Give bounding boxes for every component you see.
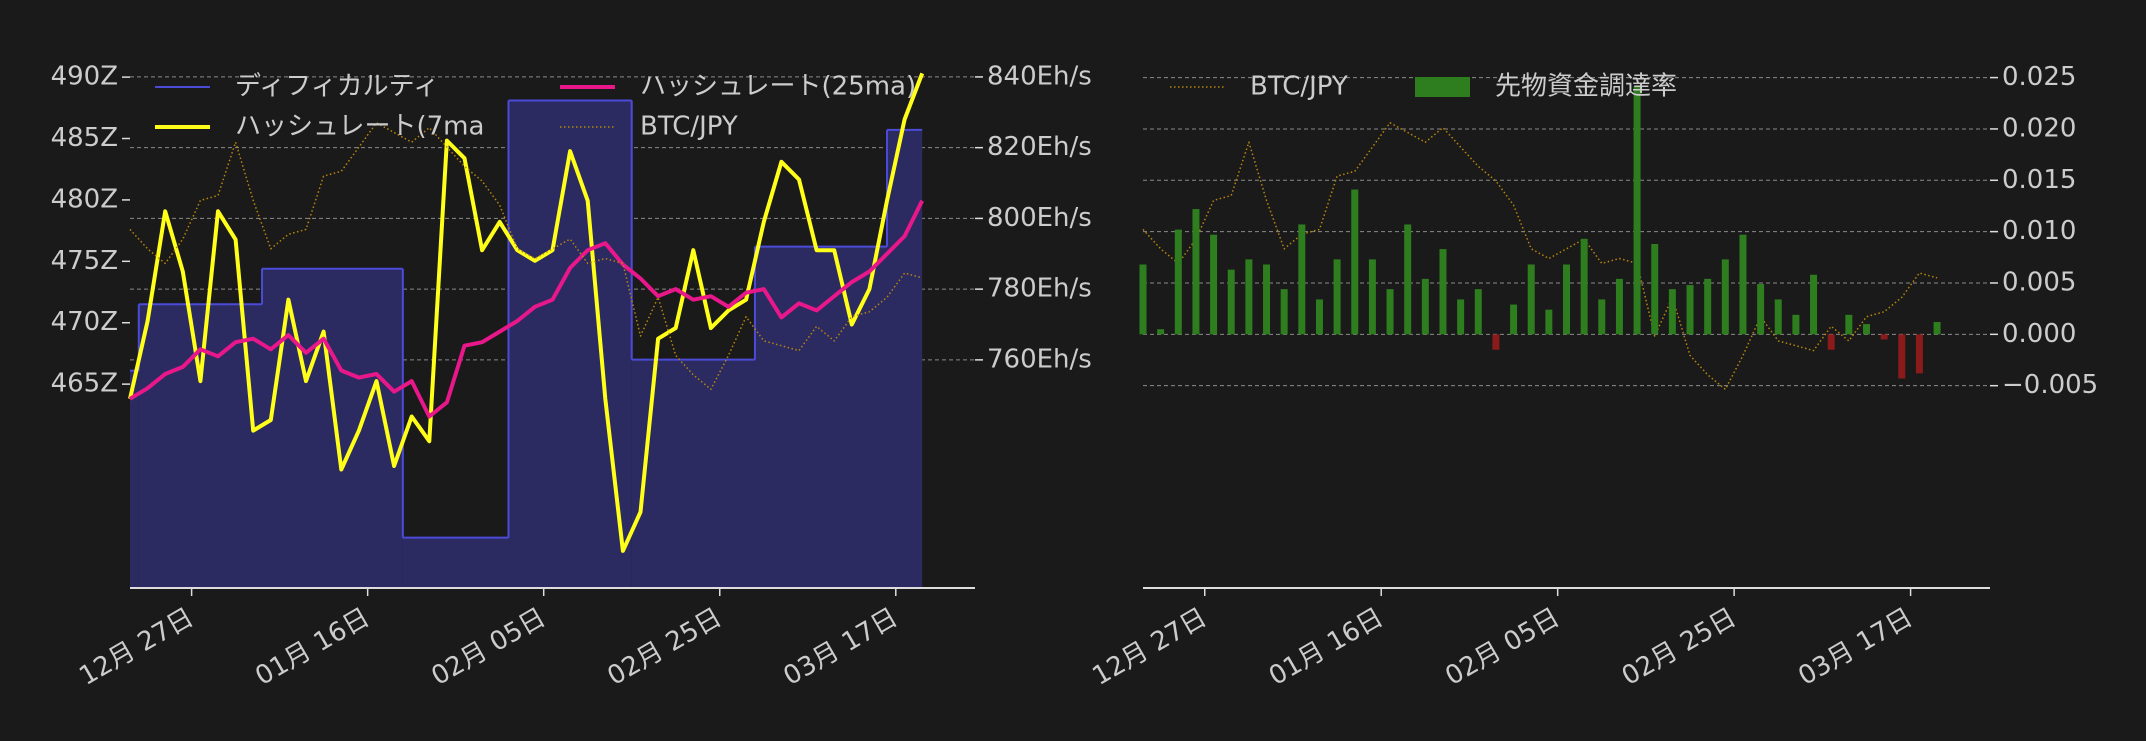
funding-bar	[1721, 259, 1729, 335]
funding-bar	[1704, 278, 1712, 335]
funding-bar	[1633, 86, 1641, 335]
funding-bar	[1792, 314, 1800, 335]
funding-bar	[1545, 309, 1553, 335]
funding-bar	[1245, 259, 1253, 335]
y-tick-label: 485Z	[51, 123, 118, 153]
funding-bar	[1210, 234, 1218, 335]
legend-label: ハッシュレート(25ma)	[640, 72, 916, 102]
funding-bar	[1368, 259, 1376, 335]
y-tick-label: 0.010	[2002, 216, 2076, 246]
difficulty-area	[886, 129, 923, 589]
difficulty-area	[508, 100, 632, 588]
legend-label: ハッシュレート(7ma	[235, 112, 484, 142]
funding-bar	[1474, 289, 1482, 335]
y-tick-label: 0.015	[2002, 165, 2076, 195]
funding-bar	[1668, 289, 1676, 335]
funding-bar	[1580, 238, 1588, 335]
y-tick-label: 490Z	[51, 62, 118, 92]
y-tick-label: 470Z	[51, 307, 118, 337]
funding-bar	[1404, 224, 1412, 335]
funding-bar	[1139, 264, 1147, 335]
funding-bar	[1457, 299, 1465, 335]
funding-bar	[1880, 334, 1888, 340]
funding-bar	[1157, 329, 1165, 335]
funding-bar	[1298, 224, 1306, 335]
difficulty-area	[631, 359, 755, 588]
legend-label: BTC/JPY	[640, 112, 738, 142]
funding-bar	[1315, 299, 1323, 335]
difficulty-area	[754, 246, 887, 588]
y-tick-label: 0.005	[2002, 267, 2076, 297]
funding-bar	[1651, 243, 1659, 335]
funding-bar	[1386, 289, 1394, 335]
funding-bar	[1510, 304, 1518, 335]
y-tick-label: 0.020	[2002, 113, 2076, 143]
legend-label: 先物資金調達率	[1495, 72, 1677, 102]
funding-bar	[1862, 324, 1870, 335]
legend-swatch	[1415, 77, 1470, 97]
y-tick-label: 780Eh/s	[987, 274, 1092, 304]
funding-bar	[1333, 259, 1341, 335]
difficulty-area	[262, 268, 403, 588]
funding-bar	[1933, 322, 1941, 335]
hashrate-line	[128, 199, 924, 419]
funding-bar	[1263, 264, 1271, 335]
funding-bar	[1845, 314, 1853, 335]
funding-bar	[1492, 334, 1500, 350]
funding-bar	[1810, 274, 1818, 335]
btc-line	[129, 122, 923, 391]
hashrate-line	[128, 72, 925, 553]
y-tick-label: 840Eh/s	[987, 61, 1092, 91]
funding-bar	[1739, 234, 1747, 335]
funding-bar	[1757, 284, 1765, 335]
y-tick-label: 800Eh/s	[987, 203, 1092, 233]
funding-bar	[1192, 209, 1200, 335]
funding-bar	[1351, 189, 1359, 335]
y-tick-label: 475Z	[51, 246, 118, 276]
legend-label: BTC/JPY	[1250, 72, 1348, 102]
y-tick-label: 760Eh/s	[987, 344, 1092, 374]
funding-bar	[1421, 278, 1429, 335]
y-tick-label: 820Eh/s	[987, 132, 1092, 162]
y-tick-label: 0.025	[2002, 62, 2076, 92]
funding-bar	[1615, 278, 1623, 335]
difficulty-area	[130, 370, 139, 588]
funding-bar	[1686, 285, 1694, 335]
funding-bar	[1439, 249, 1447, 335]
y-tick-label: −0.005	[2002, 370, 2098, 400]
funding-bar	[1174, 229, 1182, 335]
funding-bar	[1527, 264, 1535, 335]
funding-bar	[1563, 264, 1570, 335]
y-tick-label: 480Z	[51, 184, 118, 214]
legend-label: ディフィカルティ	[235, 72, 439, 102]
funding-bar	[1915, 334, 1923, 374]
funding-bar	[1227, 269, 1235, 335]
y-tick-label: 0.000	[2002, 319, 2076, 349]
funding-bar	[1280, 289, 1288, 335]
funding-bar	[1898, 334, 1906, 379]
funding-bar	[1774, 299, 1782, 335]
y-tick-label: 465Z	[51, 369, 118, 399]
difficulty-area	[402, 537, 509, 588]
funding-bar	[1827, 334, 1835, 350]
funding-bar	[1598, 299, 1606, 335]
